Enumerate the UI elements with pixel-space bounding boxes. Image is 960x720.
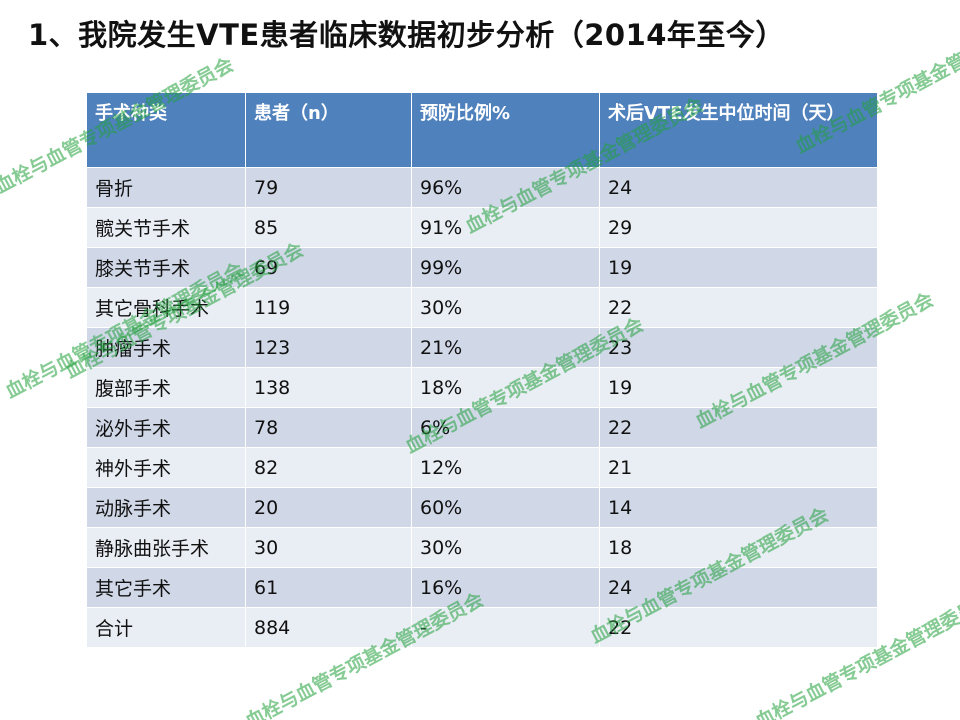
table-row: 腹部手术 138 18% 19: [86, 367, 878, 408]
cell-prophylaxis-rate: 18%: [411, 367, 600, 408]
cell-patients: 85: [245, 207, 412, 248]
table-row: 神外手术 82 12% 21: [86, 447, 878, 488]
cell-surgery-type: 神外手术: [86, 447, 246, 488]
cell-patients: 20: [245, 487, 412, 528]
table-header-row: 手术种类 患者（n） 预防比例% 术后VTE发生中位时间（天）: [86, 92, 878, 168]
cell-prophylaxis-rate: 91%: [411, 207, 600, 248]
table-row: 其它手术 61 16% 24: [86, 567, 878, 608]
cell-surgery-type: 其它骨科手术: [86, 287, 246, 328]
cell-surgery-type: 动脉手术: [86, 487, 246, 528]
cell-patients: 82: [245, 447, 412, 488]
table-row: 骨折 79 96% 24: [86, 167, 878, 208]
table-row: 肿瘤手术 123 21% 23: [86, 327, 878, 368]
cell-patients: 30: [245, 527, 412, 568]
cell-prophylaxis-rate: 30%: [411, 287, 600, 328]
table-row: 静脉曲张手术 30 30% 18: [86, 527, 878, 568]
header-surgery-type: 手术种类: [86, 92, 246, 168]
cell-prophylaxis-rate: 12%: [411, 447, 600, 488]
cell-median-onset-days: 24: [599, 567, 878, 608]
header-prophylaxis-rate: 预防比例%: [411, 92, 600, 168]
cell-median-onset-days: 18: [599, 527, 878, 568]
cell-median-onset-days: 14: [599, 487, 878, 528]
cell-prophylaxis-rate: 60%: [411, 487, 600, 528]
table-row-total: 合计 884 - 22: [86, 607, 878, 648]
table-row: 泌外手术 78 6% 22: [86, 407, 878, 448]
cell-surgery-type: 肿瘤手术: [86, 327, 246, 368]
cell-patients: 119: [245, 287, 412, 328]
slide-title: 1、我院发生VTE患者临床数据初步分析（2014年至今）: [28, 18, 785, 52]
cell-median-onset-days: 19: [599, 247, 878, 288]
cell-surgery-type: 合计: [86, 607, 246, 648]
cell-patients: 138: [245, 367, 412, 408]
cell-median-onset-days: 19: [599, 367, 878, 408]
cell-median-onset-days: 22: [599, 407, 878, 448]
cell-median-onset-days: 24: [599, 167, 878, 208]
cell-surgery-type: 髋关节手术: [86, 207, 246, 248]
cell-patients: 79: [245, 167, 412, 208]
table-row: 动脉手术 20 60% 14: [86, 487, 878, 528]
cell-median-onset-days: 23: [599, 327, 878, 368]
cell-median-onset-days: 22: [599, 287, 878, 328]
cell-prophylaxis-rate: 30%: [411, 527, 600, 568]
cell-prophylaxis-rate: 6%: [411, 407, 600, 448]
table-row: 髋关节手术 85 91% 29: [86, 207, 878, 248]
cell-surgery-type: 膝关节手术: [86, 247, 246, 288]
surgery-vte-table: 手术种类 患者（n） 预防比例% 术后VTE发生中位时间（天） 骨折 79 96…: [86, 92, 878, 648]
cell-surgery-type: 骨折: [86, 167, 246, 208]
cell-surgery-type: 泌外手术: [86, 407, 246, 448]
cell-median-onset-days: 22: [599, 607, 878, 648]
cell-surgery-type: 其它手术: [86, 567, 246, 608]
cell-patients: 123: [245, 327, 412, 368]
cell-median-onset-days: 21: [599, 447, 878, 488]
cell-patients: 61: [245, 567, 412, 608]
header-patients: 患者（n）: [245, 92, 412, 168]
cell-prophylaxis-rate: 99%: [411, 247, 600, 288]
header-median-onset-days: 术后VTE发生中位时间（天）: [599, 92, 878, 168]
cell-surgery-type: 静脉曲张手术: [86, 527, 246, 568]
cell-median-onset-days: 29: [599, 207, 878, 248]
cell-patients: 884: [245, 607, 412, 648]
cell-patients: 78: [245, 407, 412, 448]
cell-prophylaxis-rate: 21%: [411, 327, 600, 368]
cell-prophylaxis-rate: 96%: [411, 167, 600, 208]
table-row: 其它骨科手术 119 30% 22: [86, 287, 878, 328]
cell-prophylaxis-rate: 16%: [411, 567, 600, 608]
cell-patients: 69: [245, 247, 412, 288]
table-row: 膝关节手术 69 99% 19: [86, 247, 878, 288]
cell-prophylaxis-rate: -: [411, 607, 600, 648]
cell-surgery-type: 腹部手术: [86, 367, 246, 408]
